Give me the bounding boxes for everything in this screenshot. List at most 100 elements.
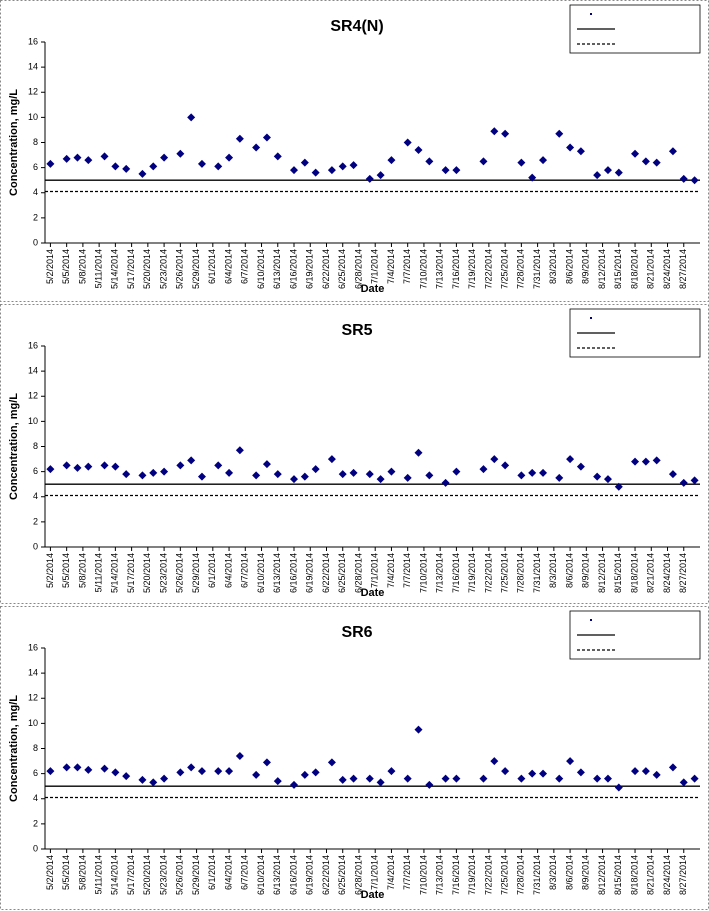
y-tick-label: 16 (28, 36, 38, 46)
x-tick-label: 6/28/2014 (353, 553, 363, 593)
data-point (641, 457, 650, 466)
data-point (273, 470, 282, 479)
data-point (576, 147, 585, 156)
y-axis-label: Concentration, mg/L (8, 89, 20, 196)
data-point (290, 475, 299, 484)
data-point (441, 478, 450, 487)
x-axis-label: Date (361, 889, 385, 901)
legend (569, 308, 701, 358)
y-tick-label: 10 (28, 416, 38, 426)
data-point (403, 774, 412, 783)
x-tick-label: 8/3/2014 (548, 249, 558, 284)
data-point (690, 176, 699, 185)
x-tick-label: 7/31/2014 (532, 553, 542, 593)
x-tick-label: 5/29/2014 (191, 855, 201, 895)
x-tick-label: 8/27/2014 (678, 553, 688, 593)
data-point (100, 764, 109, 773)
data-point (641, 157, 650, 166)
data-point (327, 166, 336, 175)
x-tick-label: 8/12/2014 (597, 855, 607, 895)
x-tick-label: 7/19/2014 (467, 553, 477, 593)
data-point (225, 153, 234, 162)
data-point (387, 467, 396, 476)
x-tick-label: 5/26/2014 (175, 855, 185, 895)
data-point (387, 156, 396, 165)
data-point (668, 763, 677, 772)
data-point (690, 476, 699, 485)
data-point (290, 166, 299, 175)
x-tick-label: 5/29/2014 (191, 553, 201, 593)
data-point (376, 171, 385, 180)
data-point (300, 770, 309, 779)
x-tick-label: 7/4/2014 (386, 553, 396, 588)
legend (569, 610, 701, 660)
x-tick-label: 7/10/2014 (418, 249, 428, 289)
data-point (349, 774, 358, 783)
data-point (631, 149, 640, 158)
x-tick-label: 6/22/2014 (321, 553, 331, 593)
y-tick-label: 10 (28, 718, 38, 728)
y-tick-label: 16 (28, 642, 38, 652)
data-point (414, 146, 423, 155)
y-tick-label: 12 (28, 391, 38, 401)
x-tick-label: 7/4/2014 (386, 249, 396, 284)
data-point (555, 774, 564, 783)
data-point (452, 166, 461, 175)
x-tick-label: 7/13/2014 (435, 249, 445, 289)
y-tick-label: 8 (33, 441, 38, 451)
data-point (338, 470, 347, 479)
data-point (84, 765, 93, 774)
y-tick-label: 6 (33, 768, 38, 778)
x-axis-label: Date (361, 283, 385, 295)
data-point (631, 767, 640, 776)
data-point (73, 463, 82, 472)
data-point (555, 129, 564, 138)
data-point (273, 152, 282, 161)
data-point (262, 133, 271, 142)
data-point (593, 171, 602, 180)
x-tick-label: 8/12/2014 (597, 249, 607, 289)
y-tick-label: 0 (33, 541, 38, 551)
data-point (539, 468, 548, 477)
x-tick-label: 6/13/2014 (272, 855, 282, 895)
x-tick-label: 7/25/2014 (499, 553, 509, 593)
x-tick-label: 7/7/2014 (402, 249, 412, 284)
data-point (225, 767, 234, 776)
y-tick-label: 2 (33, 818, 38, 828)
x-tick-label: 7/10/2014 (418, 553, 428, 593)
x-tick-label: 7/28/2014 (516, 553, 526, 593)
y-axis-label: Concentration, mg/L (8, 393, 20, 500)
x-tick-label: 5/5/2014 (61, 855, 71, 890)
x-tick-label: 8/21/2014 (646, 249, 656, 289)
data-point (273, 777, 282, 786)
data-point (539, 156, 548, 165)
data-point (441, 774, 450, 783)
data-point (555, 473, 564, 482)
x-tick-label: 7/7/2014 (402, 855, 412, 890)
data-point (138, 775, 147, 784)
x-tick-label: 7/16/2014 (451, 249, 461, 289)
data-point (73, 763, 82, 772)
data-point (349, 161, 358, 170)
x-tick-label: 6/1/2014 (207, 855, 217, 890)
y-axis-label: Concentration, mg/L (8, 695, 20, 802)
chart-title: SR4(N) (330, 18, 383, 35)
x-tick-label: 5/11/2014 (94, 855, 104, 894)
data-point (479, 465, 488, 474)
x-tick-label: 6/7/2014 (240, 855, 250, 890)
x-tick-label: 5/23/2014 (158, 249, 168, 289)
data-point (690, 774, 699, 783)
data-point (100, 461, 109, 470)
data-point (235, 134, 244, 143)
data-point (300, 472, 309, 481)
data-point (479, 774, 488, 783)
y-tick-label: 4 (33, 491, 38, 501)
x-tick-label: 7/1/2014 (370, 855, 380, 890)
x-tick-label: 7/19/2014 (467, 249, 477, 289)
x-tick-label: 5/17/2014 (126, 855, 136, 895)
data-point (566, 455, 575, 464)
data-point (262, 758, 271, 767)
data-point (566, 757, 575, 766)
data-point (73, 153, 82, 162)
chart-panel: SR6 0 2 4 6 8 10 12 14 16 5/2/2014 5/5/2014 5/8/2014… (0, 606, 709, 910)
